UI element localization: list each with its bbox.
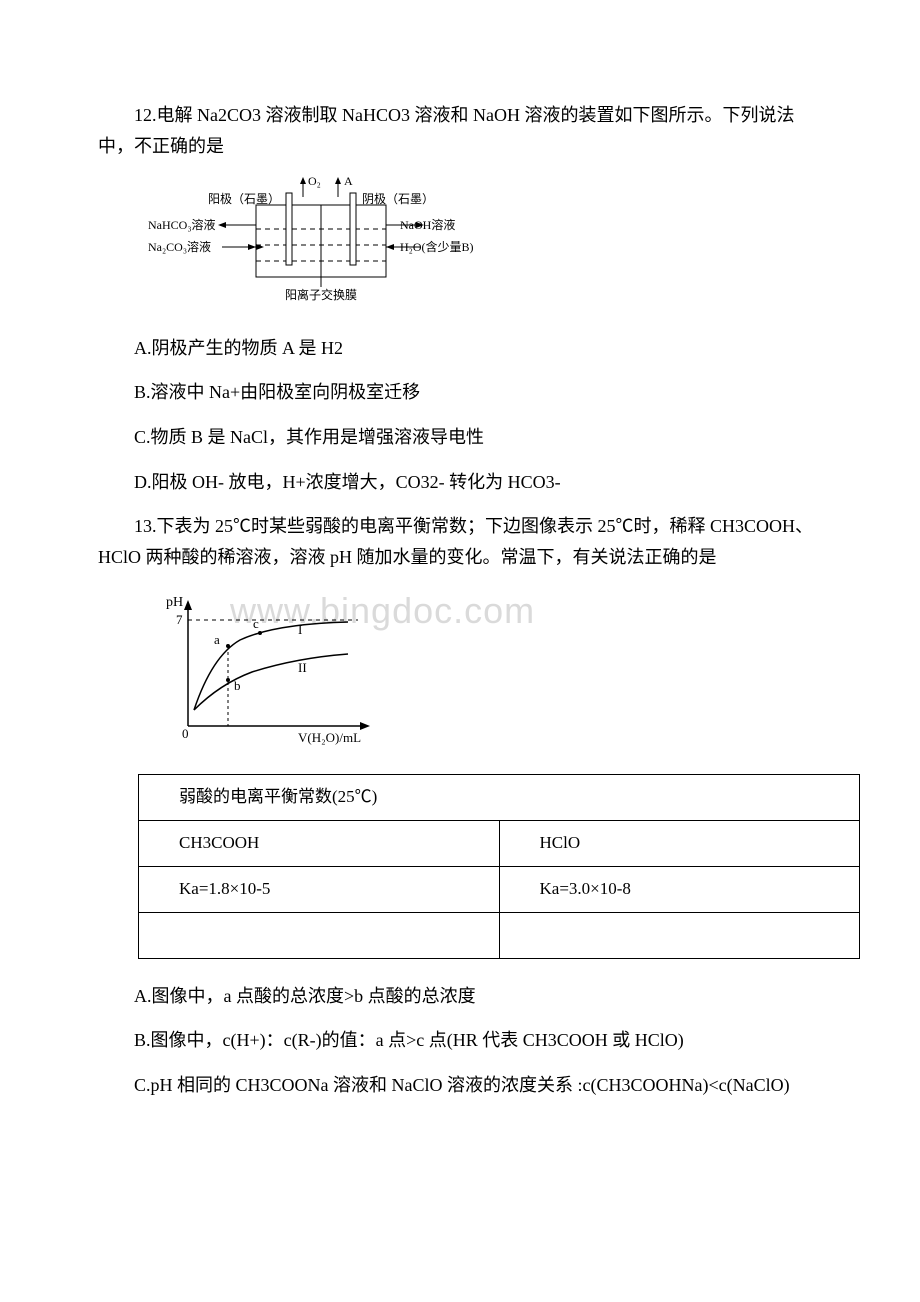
membrane-label: 阳离子交换膜 [285,287,357,302]
cell-ch3cooh: CH3COOH [139,820,500,866]
table-header: 弱酸的电离平衡常数(25℃) [139,774,860,820]
x-label: V(H₂O)/mL [298,730,361,745]
cell-ka2: Ka=3.0×10-8 [499,866,860,912]
pt-c: c [253,616,259,631]
right-out-bottom: H₂O(含少量B) [400,239,474,254]
q13-opt-a: A.图像中，a 点酸的总浓度>b 点酸的总浓度 [98,981,822,1012]
left-out-bottom: Na₂CO₃溶液 [148,239,211,254]
diagram-a: A [344,175,353,188]
left-out-top: NaHCO₃溶液 [148,217,216,232]
cell-empty1 [139,912,500,958]
cell-hclo: HClO [499,820,860,866]
table-row: CH3COOH HClO [139,820,860,866]
q12-opt-d: D.阳极 OH- 放电，H+浓度增大，CO32- 转化为 HCO3- [98,467,822,498]
table-row: 弱酸的电离平衡常数(25℃) [139,774,860,820]
q13-stem: 13.下表为 25℃时某些弱酸的电离平衡常数；下边图像表示 25℃时，稀释 CH… [98,511,822,572]
cathode-label: 阴极（石墨） [362,192,434,206]
right-out-top: NaOH溶液 [400,217,455,232]
cell-empty2 [499,912,860,958]
q13-chart: www.bingdoc.com pH 7 0 V(H₂O)/mL I II a … [148,586,822,756]
anode-label: 阳极（石墨） [208,192,280,206]
table-row: Ka=1.8×10-5 Ka=3.0×10-8 [139,866,860,912]
q12-stem: 12.电解 Na2CO3 溶液制取 NaHCO3 溶液和 NaOH 溶液的装置如… [98,100,822,161]
q12-opt-a: A.阴极产生的物质 A 是 H2 [98,333,822,364]
pt-a: a [214,632,220,647]
pt-b: b [234,678,241,693]
table-row [139,912,860,958]
curve-i: I [298,622,302,637]
origin: 0 [182,726,189,741]
q12-diagram: O₂ A 阳极（石墨） 阴极（石墨） NaHCO₃溶液 Na₂CO₃溶液 NaO… [148,175,822,315]
q12-opt-b: B.溶液中 Na+由阳极室向阴极室迁移 [98,377,822,408]
q13-opt-c: C.pH 相同的 CH3COONa 溶液和 NaClO 溶液的浓度关系 :c(C… [98,1070,822,1101]
q12-opt-c: C.物质 B 是 NaCl，其作用是增强溶液导电性 [98,422,822,453]
q13-opt-b: B.图像中，c(H+)：c(R-)的值：a 点>c 点(HR 代表 CH3COO… [98,1025,822,1056]
diagram-o2: O₂ [308,175,321,188]
y-label: pH [166,595,183,610]
y-dash-7: 7 [176,612,183,627]
curve-ii: II [298,660,307,675]
cell-ka1: Ka=1.8×10-5 [139,866,500,912]
q13-table: 弱酸的电离平衡常数(25℃) CH3COOH HClO Ka=1.8×10-5 … [138,774,860,959]
